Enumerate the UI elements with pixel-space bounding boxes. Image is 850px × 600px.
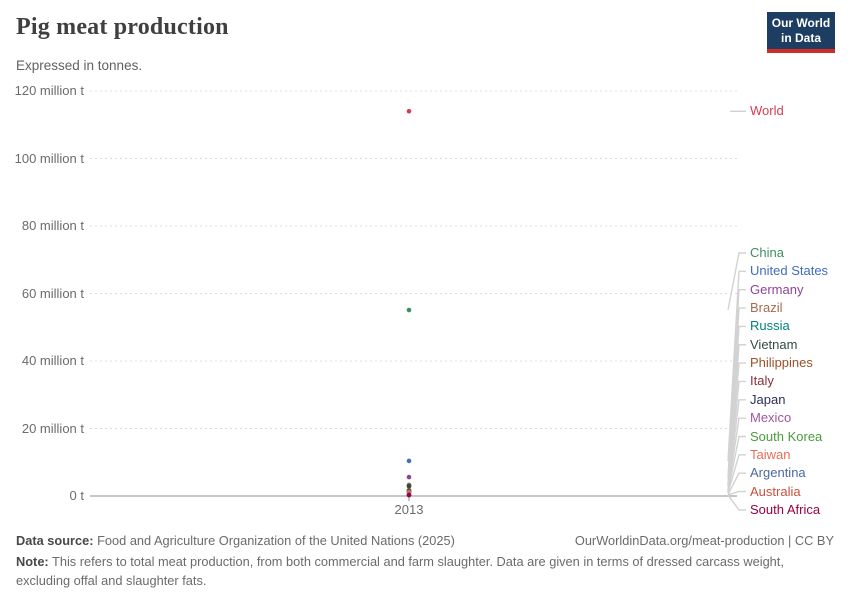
y-axis-tick-label: 100 million t	[14, 150, 84, 166]
data-point-united-states[interactable]	[406, 458, 412, 464]
legend-item-world[interactable]: World	[750, 103, 784, 119]
legend-leader-line	[727, 344, 746, 487]
legend-item-vietnam[interactable]: Vietnam	[750, 336, 798, 352]
legend-item-brazil[interactable]: Brazil	[750, 300, 783, 316]
legend-item-south-africa[interactable]: South Africa	[750, 501, 821, 517]
legend-item-russia[interactable]: Russia	[750, 318, 790, 334]
page-title: Pig meat production	[16, 14, 229, 40]
y-axis-tick-label: 120 million t	[14, 83, 84, 98]
legend-leader-line	[727, 270, 746, 461]
note-text: This refers to total meat production, fr…	[16, 554, 784, 589]
data-point-world[interactable]	[406, 108, 412, 114]
legend-item-united-states[interactable]: United States	[750, 263, 829, 279]
legend-item-japan[interactable]: Japan	[750, 391, 786, 407]
y-axis-tick-label: 40 million t	[21, 353, 84, 368]
chart-subtitle: Expressed in tonnes.	[16, 58, 143, 73]
data-point-china[interactable]	[406, 307, 412, 313]
y-axis-tick-label: 20 million t	[21, 420, 84, 436]
data-point-vietnam[interactable]	[406, 483, 412, 489]
legend-leader-line	[727, 380, 746, 491]
legend-item-mexico[interactable]: Mexico	[750, 410, 792, 426]
data-point-south-africa[interactable]	[406, 492, 412, 498]
legend-leader-line	[727, 454, 746, 494]
legend-item-philippines[interactable]: Philippines	[750, 355, 813, 371]
legend-leader-line	[727, 289, 746, 478]
legend-item-south-korea[interactable]: South Korea	[750, 428, 823, 444]
owid-logo[interactable]: Our World in Data	[767, 12, 835, 53]
legend-item-germany[interactable]: Germany	[750, 281, 804, 297]
legend-item-argentina[interactable]: Argentina	[750, 465, 806, 481]
data-point-germany[interactable]	[406, 474, 412, 480]
y-axis-tick-label: 0 t	[69, 488, 84, 503]
chart-note: Note: This refers to total meat producti…	[16, 552, 834, 590]
legend-leader-line	[727, 399, 746, 492]
chart-footer: Data source: Food and Agriculture Organi…	[16, 531, 834, 591]
legend-leader-line	[727, 417, 746, 492]
legend-leader-line	[727, 472, 746, 495]
chart-link[interactable]: OurWorldinData.org/meat-production | CC …	[574, 533, 834, 548]
legend-item-australia[interactable]: Australia	[750, 483, 801, 499]
legend-leader-line	[727, 252, 746, 311]
legend-item-china[interactable]: China	[750, 245, 784, 260]
legend-leader-line	[727, 490, 746, 496]
legend-leader-line	[727, 494, 746, 511]
note-label: Note:	[16, 554, 49, 570]
y-axis-tick-label: 80 million t	[21, 218, 84, 233]
data-source-text: Food and Agriculture Organization of the…	[97, 533, 455, 548]
data-source-label: Data source:	[16, 533, 94, 548]
legend-item-taiwan[interactable]: Taiwan	[750, 446, 791, 462]
owid-logo-line2: in Data	[780, 31, 821, 45]
x-axis-tick-label: 2013	[394, 502, 424, 517]
legend-item-italy[interactable]: Italy	[750, 373, 774, 389]
owid-logo-line1: Our World	[771, 16, 831, 30]
legend-leader-line	[727, 435, 746, 493]
data-source: Data source: Food and Agriculture Organi…	[16, 531, 455, 550]
y-axis-tick-label: 60 million t	[21, 285, 84, 301]
